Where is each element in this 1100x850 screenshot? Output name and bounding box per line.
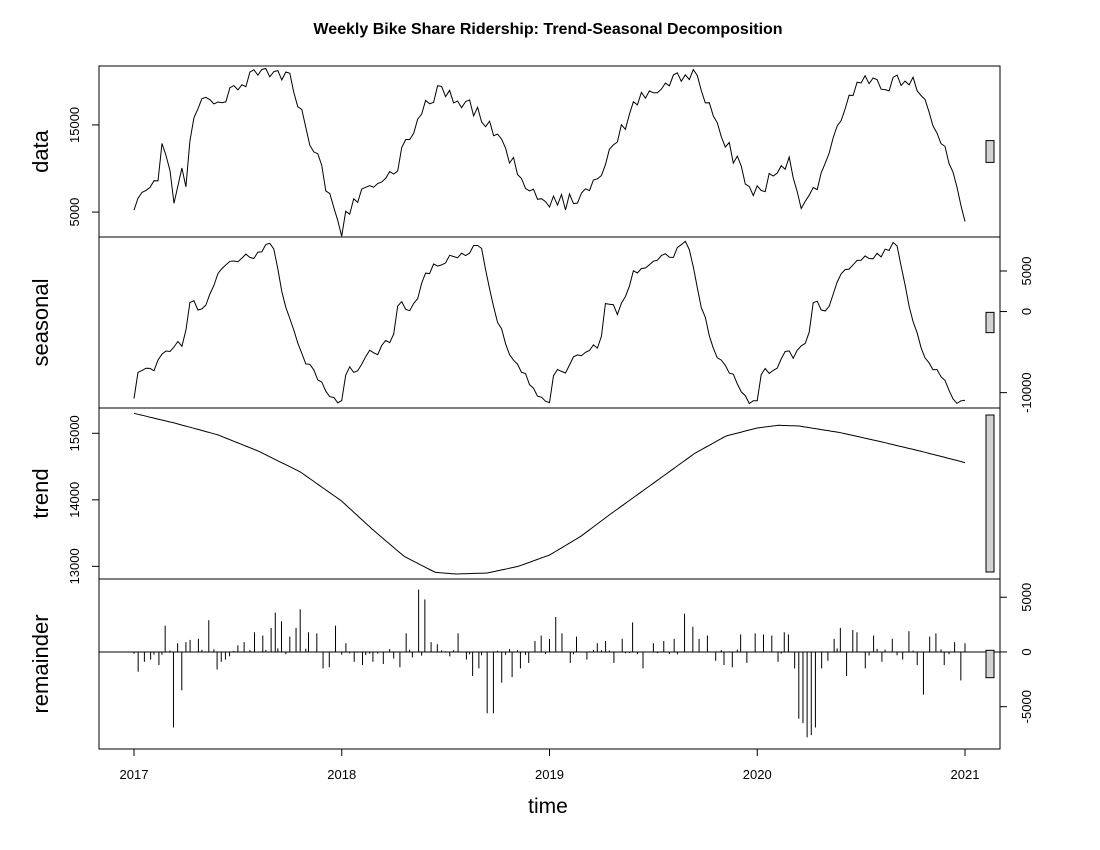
x-tick-label: 2018 [327,767,356,782]
y-tick-label-remainder: -5000 [1019,690,1034,723]
series-line-data [133,67,966,237]
y-tick-label-remainder: 5000 [1019,583,1034,612]
x-tick-label: 2021 [951,767,980,782]
panel-trend: trend 13000 14000 15000 [28,407,1001,584]
y-tick-label-seasonal: -10000 [1019,372,1034,412]
y-tick-label-data: 15000 [67,107,82,143]
y-tick-label-seasonal: 0 [1019,308,1034,315]
panel-remainder: remainder -5000 0 5000 [28,578,1034,750]
scale-bar-seasonal [985,311,995,334]
panel-label-seasonal: seasonal [28,278,53,366]
scale-bar-data [985,140,995,163]
x-axis-title: time [528,795,568,818]
scale-bar-trend [985,414,995,573]
y-tick-label-remainder: 0 [1019,648,1034,655]
panel-label-remainder: remainder [28,614,53,713]
panel-data: data 5000 15000 [28,65,1001,238]
series-line-seasonal [133,240,966,405]
series-line-trend [133,412,966,575]
y-tick-label-seasonal: 5000 [1019,257,1034,286]
y-tick-label-data: 5000 [67,198,82,227]
x-tick-label: 2019 [535,767,564,782]
panel-frame-trend [98,407,1001,580]
panel-frame-seasonal [98,236,1001,409]
y-tick-label-trend: 14000 [67,482,82,518]
scale-bar-remainder [985,649,995,679]
panel-seasonal: seasonal -10000 0 5000 [28,236,1034,413]
y-tick-label-trend: 15000 [67,415,82,451]
panel-label-trend: trend [28,468,53,518]
x-tick-label: 2017 [120,767,149,782]
chart-title: Weekly Bike Share Ridership: Trend-Seaso… [313,21,782,38]
y-tick-label-trend: 13000 [67,548,82,584]
x-tick-label: 2020 [743,767,772,782]
panel-frame-data [98,65,1001,238]
panel-label-data: data [28,129,53,173]
